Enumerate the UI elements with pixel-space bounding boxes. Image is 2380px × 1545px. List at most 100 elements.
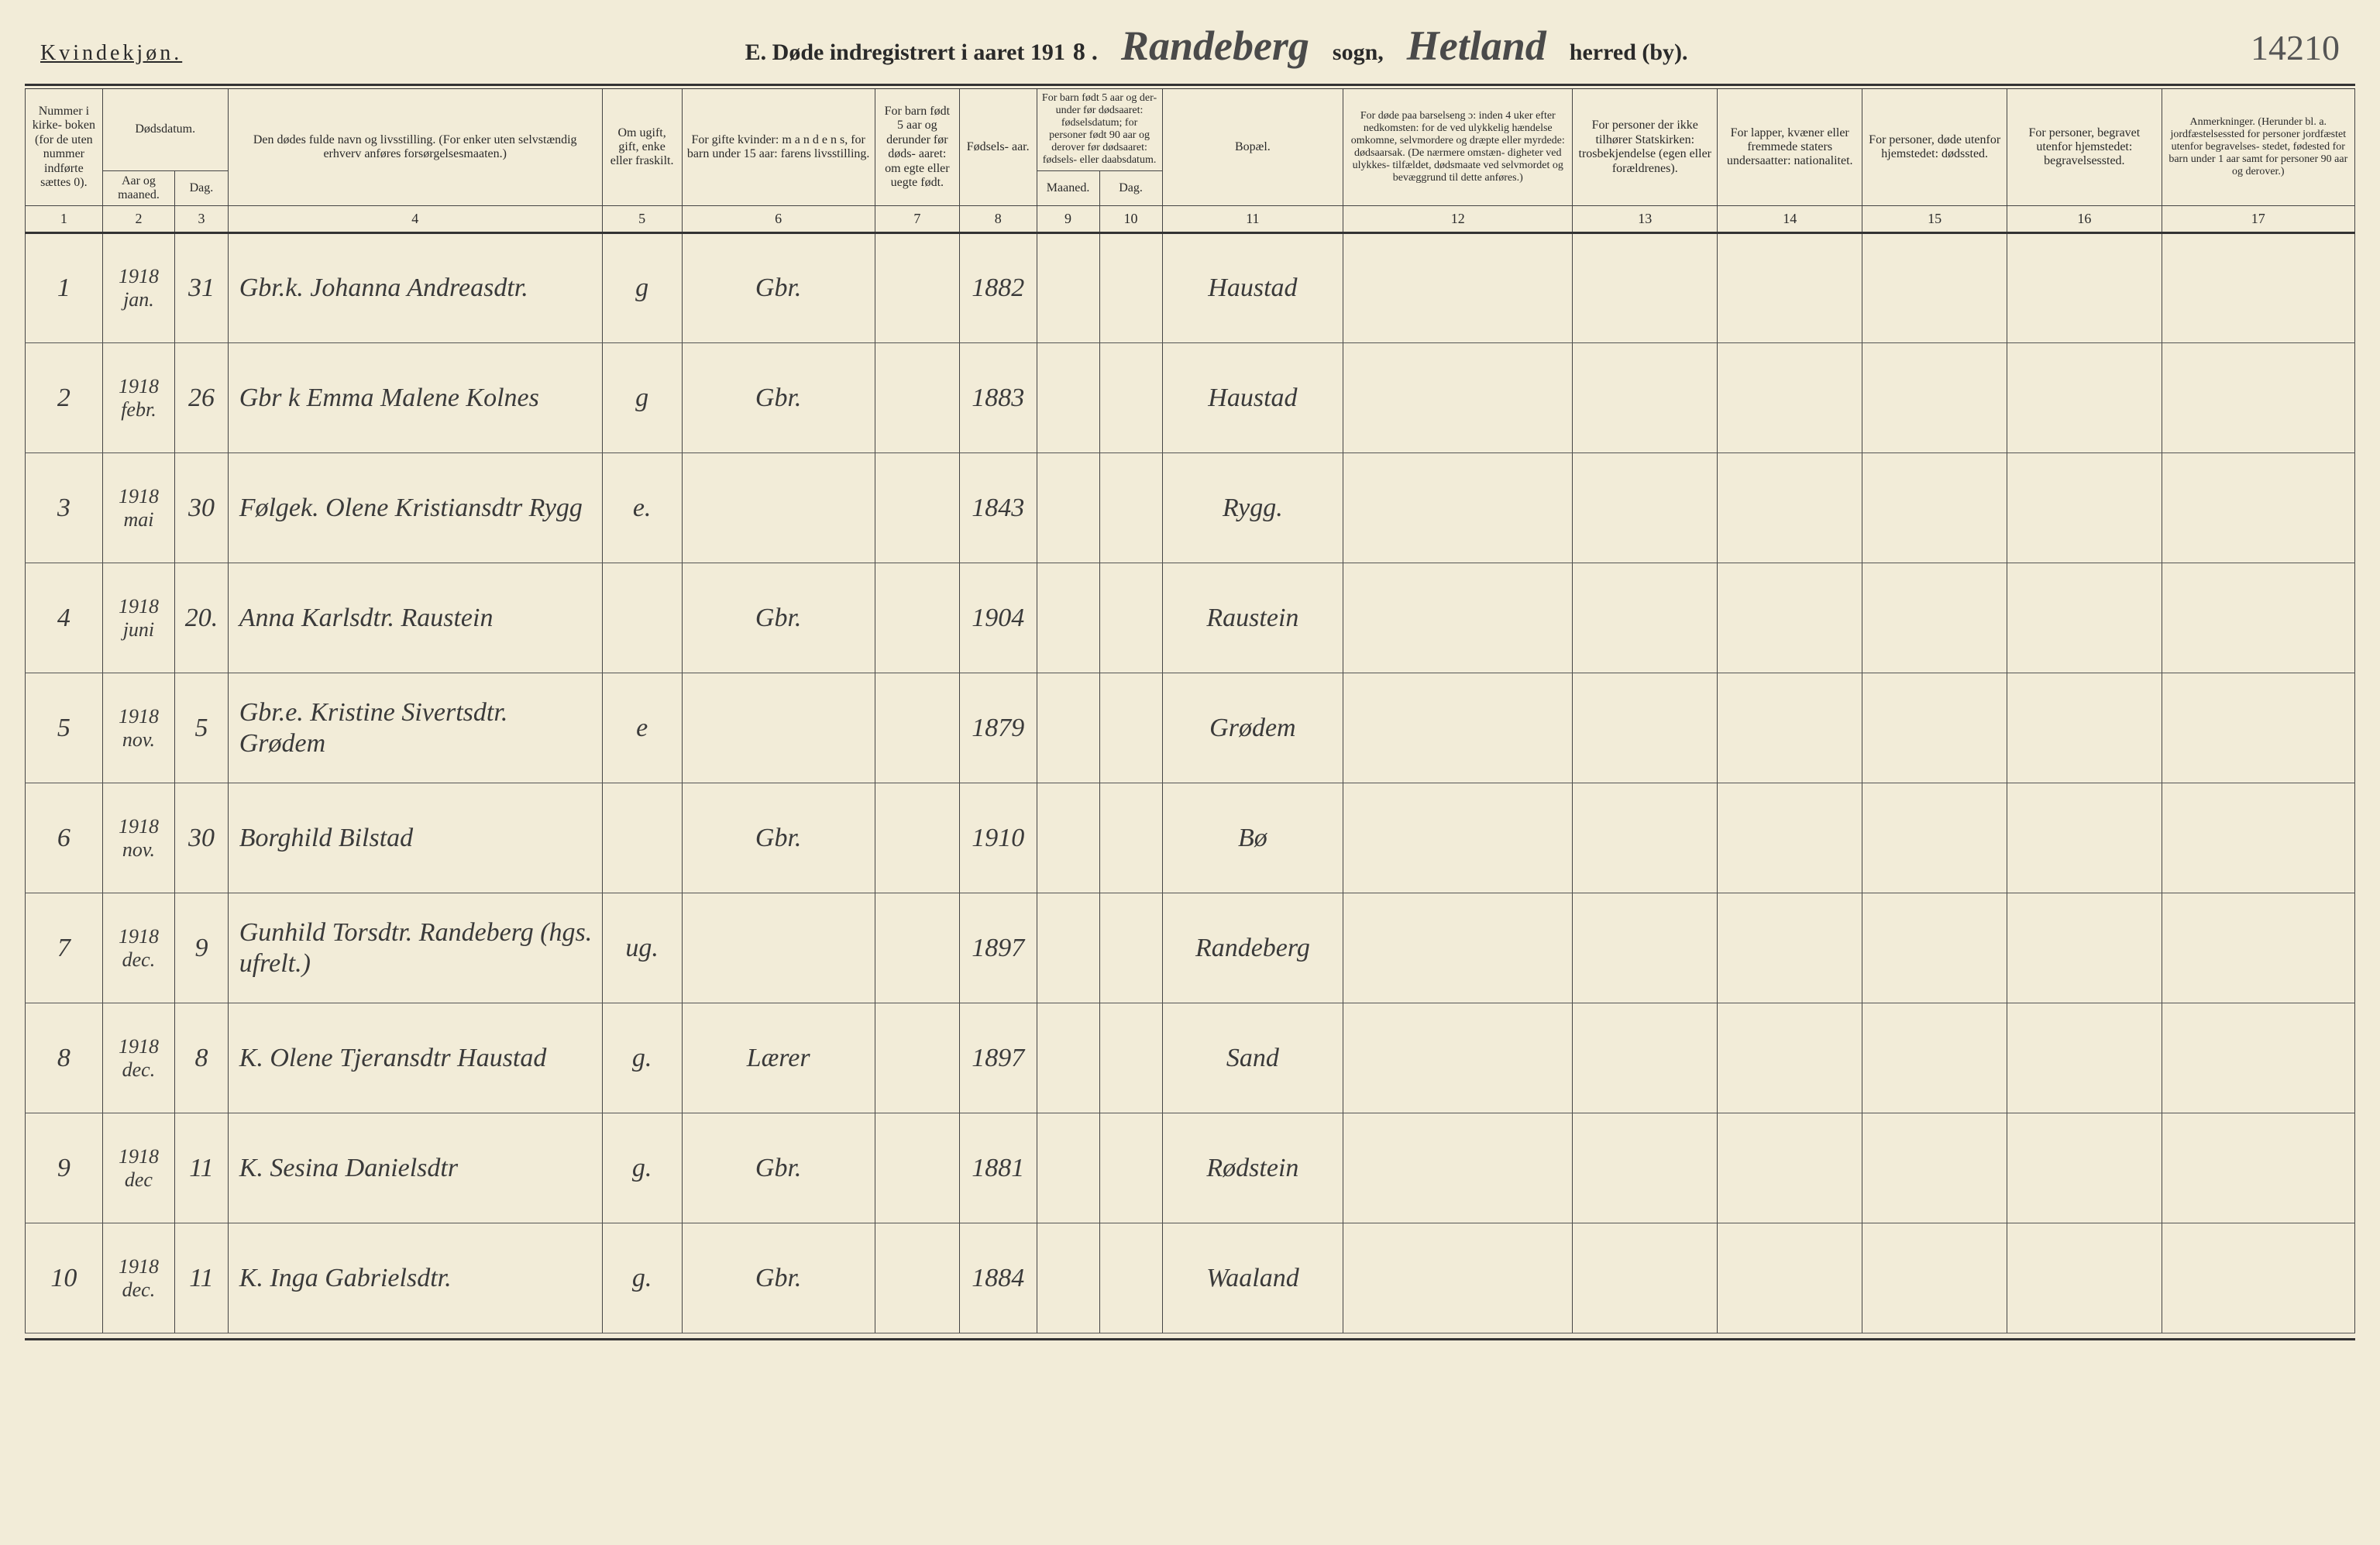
cell-born: 1904 bbox=[959, 563, 1037, 673]
cell-empty-12 bbox=[1343, 343, 1573, 453]
colnum: 7 bbox=[875, 206, 959, 233]
cell-empty-12 bbox=[1343, 783, 1573, 893]
cell-c9 bbox=[1037, 1113, 1099, 1223]
cell-place: Sand bbox=[1162, 1003, 1343, 1113]
cell-spouse-text: Lærer bbox=[747, 1044, 810, 1072]
cell-day: 9 bbox=[175, 893, 229, 1003]
cell-day: 5 bbox=[175, 673, 229, 783]
sogn-label: sogn, bbox=[1333, 40, 1384, 66]
cell-num: 1 bbox=[26, 233, 103, 343]
table-row: 51918 nov.5Gbr.e. Kristine Sivertsdtr. G… bbox=[26, 673, 2355, 783]
col-header-13: For personer der ikke tilhører Statskirk… bbox=[1573, 89, 1718, 206]
cell-empty-12 bbox=[1343, 1113, 1573, 1223]
cell-c9 bbox=[1037, 673, 1099, 783]
cell-empty-15 bbox=[1862, 343, 2007, 453]
cell-ym-text: 1918 febr. bbox=[119, 375, 159, 421]
cell-born-text: 1897 bbox=[972, 934, 1024, 962]
colnum: 3 bbox=[175, 206, 229, 233]
cell-place-text: Raustein bbox=[1206, 604, 1298, 632]
cell-empty-16 bbox=[2007, 893, 2162, 1003]
cell-place: Grødem bbox=[1162, 673, 1343, 783]
cell-spouse-text: Gbr. bbox=[755, 384, 802, 412]
cell-c10 bbox=[1099, 343, 1162, 453]
cell-place-text: Rygg. bbox=[1223, 494, 1283, 522]
cell-c10 bbox=[1099, 783, 1162, 893]
cell-c7 bbox=[875, 233, 959, 343]
cell-num: 3 bbox=[26, 453, 103, 563]
colnum: 13 bbox=[1573, 206, 1718, 233]
cell-born: 1897 bbox=[959, 893, 1037, 1003]
cell-day-text: 30 bbox=[188, 824, 215, 852]
cell-c7 bbox=[875, 893, 959, 1003]
cell-c10 bbox=[1099, 893, 1162, 1003]
cell-c9 bbox=[1037, 1223, 1099, 1333]
cell-day: 31 bbox=[175, 233, 229, 343]
cell-name-text: Gunhild Torsdtr. Randeberg (hgs. ufrelt.… bbox=[239, 918, 593, 977]
cell-empty-13 bbox=[1573, 1003, 1718, 1113]
cell-empty-17 bbox=[2162, 893, 2354, 1003]
col-header-2: Aar og maaned. bbox=[102, 170, 174, 206]
cell-empty-14 bbox=[1718, 673, 1862, 783]
cell-empty-13 bbox=[1573, 893, 1718, 1003]
cell-status-text: e. bbox=[633, 494, 652, 522]
cell-c7 bbox=[875, 1223, 959, 1333]
table-row: 71918 dec.9Gunhild Torsdtr. Randeberg (h… bbox=[26, 893, 2355, 1003]
cell-name-text: K. Olene Tjeransdtr Haustad bbox=[239, 1044, 547, 1072]
rule-top-thick bbox=[25, 84, 2355, 86]
cell-ym-text: 1918 dec bbox=[119, 1145, 159, 1191]
cell-empty-16 bbox=[2007, 563, 2162, 673]
cell-status: g. bbox=[602, 1113, 682, 1223]
cell-spouse: Gbr. bbox=[682, 563, 875, 673]
cell-ym: 1918 mai bbox=[102, 453, 174, 563]
col-header-9: Maaned. bbox=[1037, 170, 1099, 206]
cell-status-text: g. bbox=[632, 1044, 652, 1072]
cell-empty-12 bbox=[1343, 893, 1573, 1003]
cell-empty-17 bbox=[2162, 673, 2354, 783]
page-header: Kvindekjøn. E. Døde indregistrert i aare… bbox=[25, 19, 2355, 79]
rule-bottom-thick bbox=[25, 1338, 2355, 1340]
cell-spouse bbox=[682, 893, 875, 1003]
cell-empty-14 bbox=[1718, 893, 1862, 1003]
cell-ym-text: 1918 dec. bbox=[119, 925, 159, 971]
cell-place-text: Rødstein bbox=[1206, 1154, 1298, 1182]
cell-born-text: 1897 bbox=[972, 1044, 1024, 1072]
cell-day-text: 31 bbox=[188, 274, 215, 302]
cell-day-text: 30 bbox=[188, 494, 215, 522]
cell-spouse bbox=[682, 673, 875, 783]
colnum: 11 bbox=[1162, 206, 1343, 233]
cell-empty-12 bbox=[1343, 233, 1573, 343]
col-header-6: For gifte kvinder: m a n d e n s, for ba… bbox=[682, 89, 875, 206]
cell-empty-15 bbox=[1862, 893, 2007, 1003]
cell-spouse-text: Gbr. bbox=[755, 824, 802, 852]
table-row: 41918 juni20.Anna Karlsdtr. RausteinGbr.… bbox=[26, 563, 2355, 673]
cell-name: Følgek. Olene Kristiansdtr Rygg bbox=[228, 453, 602, 563]
cell-empty-16 bbox=[2007, 1113, 2162, 1223]
cell-day: 20. bbox=[175, 563, 229, 673]
title: E. Døde indregistrert i aaret 1918 . Ran… bbox=[745, 22, 1688, 70]
cell-status bbox=[602, 563, 682, 673]
cell-day: 11 bbox=[175, 1113, 229, 1223]
cell-name-text: Gbr k Emma Malene Kolnes bbox=[239, 384, 539, 412]
cell-born-text: 1843 bbox=[972, 494, 1024, 522]
cell-empty-16 bbox=[2007, 1223, 2162, 1333]
cell-empty-15 bbox=[1862, 783, 2007, 893]
cell-name: Gbr k Emma Malene Kolnes bbox=[228, 343, 602, 453]
cell-c10 bbox=[1099, 453, 1162, 563]
cell-born: 1884 bbox=[959, 1223, 1037, 1333]
cell-name-text: Gbr.k. Johanna Andreasdtr. bbox=[239, 274, 528, 302]
cell-place: Haustad bbox=[1162, 343, 1343, 453]
cell-name-text: Borghild Bilstad bbox=[239, 824, 413, 852]
cell-ym: 1918 dec. bbox=[102, 893, 174, 1003]
cell-born: 1881 bbox=[959, 1113, 1037, 1223]
cell-name: Gbr.e. Kristine Sivertsdtr. Grødem bbox=[228, 673, 602, 783]
table-row: 61918 nov.30Borghild BilstadGbr.1910Bø bbox=[26, 783, 2355, 893]
cell-empty-15 bbox=[1862, 1003, 2007, 1113]
cell-ym-text: 1918 jan. bbox=[119, 265, 159, 311]
page-number: 14210 bbox=[2251, 27, 2340, 68]
cell-status-text: e bbox=[636, 714, 648, 742]
cell-c7 bbox=[875, 783, 959, 893]
cell-num-text: 1 bbox=[57, 274, 71, 302]
cell-day-text: 26 bbox=[188, 384, 215, 412]
cell-c7 bbox=[875, 343, 959, 453]
cell-c7 bbox=[875, 563, 959, 673]
